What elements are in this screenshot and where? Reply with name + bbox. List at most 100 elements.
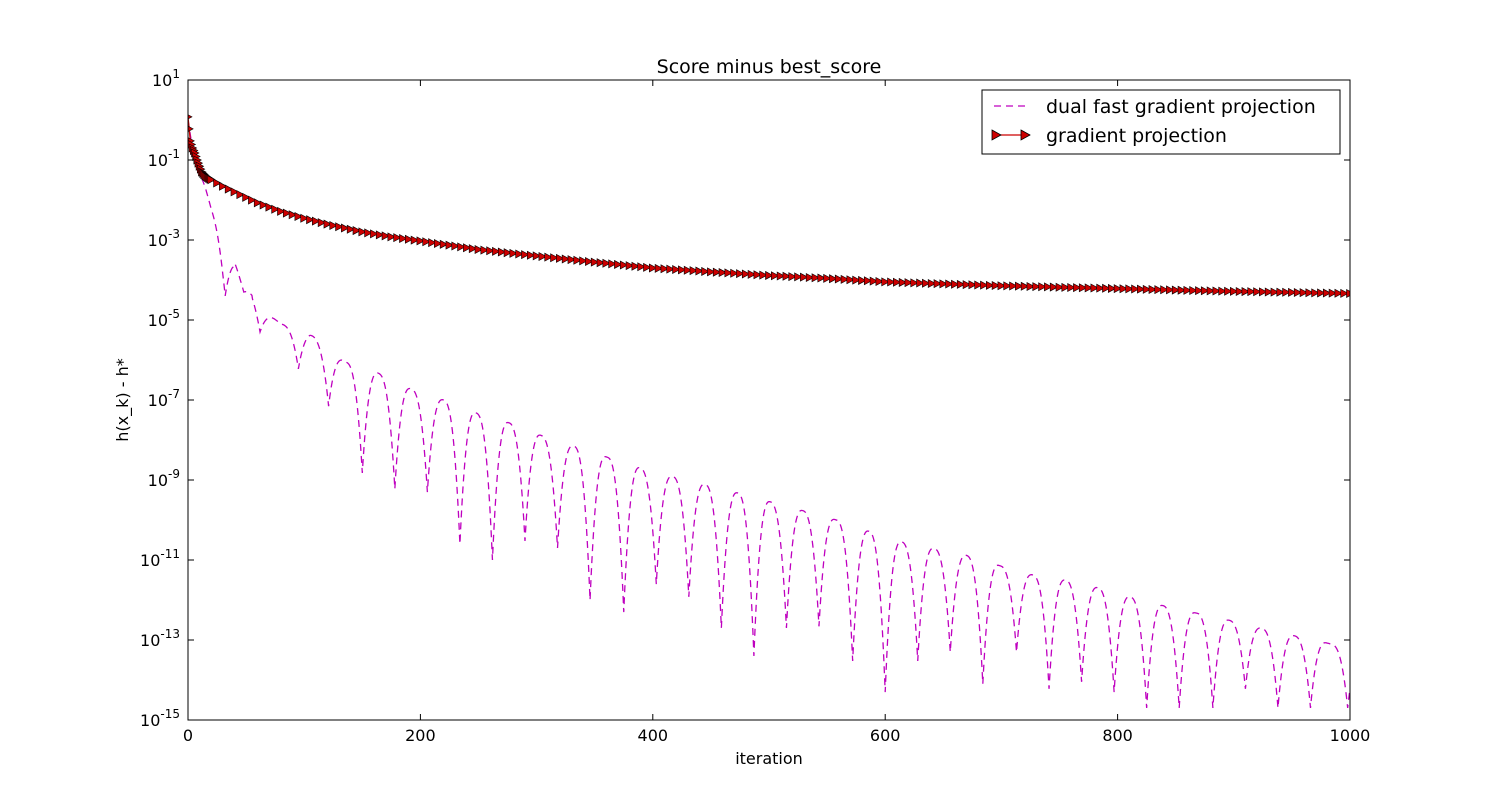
gradient-projection-marker xyxy=(869,276,879,286)
gradient-projection-marker xyxy=(1061,282,1070,292)
gradient-projection-marker xyxy=(1125,284,1134,294)
gradient-projection-marker xyxy=(927,278,937,288)
gradient-projection-marker xyxy=(492,246,501,256)
gradient-projection-marker xyxy=(1212,286,1222,296)
gradient-projection-marker xyxy=(416,236,426,246)
gradient-projection-marker xyxy=(538,252,548,262)
gradient-projection-marker xyxy=(317,218,327,228)
gradient-projection-marker xyxy=(904,278,914,288)
gradient-projection-marker xyxy=(811,273,821,283)
x-tick-label: 0 xyxy=(183,726,193,745)
gradient-projection-marker xyxy=(933,279,943,289)
gradient-projection-marker xyxy=(1206,286,1216,296)
x-tick-label: 1000 xyxy=(1330,726,1371,745)
y-tick-label: 10-5 xyxy=(148,307,180,330)
gradient-projection-marker xyxy=(887,277,896,287)
gradient-projection-marker xyxy=(852,275,861,285)
gradient-projection-marker xyxy=(567,255,577,265)
gradient-projection-marker xyxy=(951,279,960,289)
x-axis-label: iteration xyxy=(735,749,803,768)
gradient-projection-marker xyxy=(1322,288,1332,298)
gradient-projection-marker xyxy=(730,268,739,278)
gradient-projection-marker xyxy=(968,280,977,290)
gradient-projection-marker xyxy=(1148,284,1158,294)
gradient-projection-marker xyxy=(579,256,588,266)
gradient-projection-marker xyxy=(1137,284,1146,294)
gradient-projection-marker xyxy=(840,274,850,284)
gradient-projection-marker xyxy=(1305,288,1314,298)
gradient-projection-marker xyxy=(288,210,298,220)
gradient-projection-marker xyxy=(776,271,786,281)
gradient-projection-marker xyxy=(741,269,751,279)
gradient-projection-marker xyxy=(213,178,222,188)
gradient-projection-marker xyxy=(1119,284,1129,294)
gradient-projection-marker xyxy=(1020,281,1030,291)
gradient-projection-marker xyxy=(1078,283,1088,293)
gradient-projection-marker xyxy=(1247,287,1256,297)
gradient-projection-marker xyxy=(666,264,675,274)
gradient-projection-marker xyxy=(1200,286,1210,296)
gradient-projection-marker xyxy=(823,273,832,283)
gradient-projection-marker xyxy=(474,244,484,254)
gradient-projection-marker xyxy=(422,237,431,247)
gradient-projection-marker xyxy=(1038,282,1047,292)
gradient-projection-marker xyxy=(1107,283,1117,293)
gradient-projection-marker xyxy=(759,270,768,280)
gradient-projection-marker xyxy=(1264,287,1274,297)
gradient-projection-marker xyxy=(410,235,420,245)
gradient-projection-marker xyxy=(404,234,414,244)
gradient-projection-marker xyxy=(521,250,530,260)
y-tick-label: 10-11 xyxy=(140,547,180,570)
gradient-projection-marker xyxy=(980,280,989,290)
gradient-projection-marker xyxy=(602,258,611,268)
gradient-projection-marker xyxy=(346,224,356,234)
y-tick-label: 10-13 xyxy=(140,627,180,650)
gradient-projection-marker xyxy=(596,258,606,268)
gradient-projection-marker xyxy=(393,233,402,243)
gradient-projection-marker xyxy=(689,266,699,276)
gradient-projection-marker xyxy=(736,269,745,279)
gradient-projection-marker xyxy=(1317,288,1326,298)
gradient-projection-marker xyxy=(375,230,385,240)
gradient-projection-marker xyxy=(526,250,536,260)
gradient-projection-marker xyxy=(718,268,728,278)
gradient-projection-marker xyxy=(683,265,693,275)
gradient-projection-marker xyxy=(753,270,763,280)
gradient-projection-marker xyxy=(782,271,792,281)
gradient-projection-marker xyxy=(219,181,228,191)
gradient-projection-marker xyxy=(829,274,838,284)
gradient-projection-marker xyxy=(788,272,797,282)
gradient-projection-marker xyxy=(399,233,408,243)
gradient-projection-marker xyxy=(370,229,379,239)
gradient-projection-marker xyxy=(1154,285,1163,295)
gradient-projection-marker xyxy=(1049,282,1059,292)
gradient-projection-marker xyxy=(188,125,194,132)
gradient-projection-marker xyxy=(306,215,315,225)
gradient-projection-marker xyxy=(660,264,670,274)
x-tick-label: 800 xyxy=(1102,726,1133,745)
gradient-projection-marker xyxy=(916,278,925,288)
gradient-projection-marker xyxy=(962,280,972,290)
gradient-projection-marker xyxy=(451,241,460,251)
gradient-projection-marker xyxy=(858,275,867,285)
gradient-projection-marker xyxy=(747,269,757,279)
gradient-projection-marker xyxy=(1259,287,1268,297)
gradient-projection-marker xyxy=(335,222,344,232)
gradient-projection-marker xyxy=(1189,285,1198,295)
gradient-projection-marker xyxy=(724,268,733,278)
gradient-projection-marker xyxy=(1282,287,1291,297)
gradient-projection-marker xyxy=(457,242,466,252)
gradient-projection-marker xyxy=(271,204,280,214)
gradient-projection-marker xyxy=(463,243,472,253)
gradient-projection-marker xyxy=(678,265,687,275)
gradient-projection-marker xyxy=(503,248,513,258)
gradient-projection-marker xyxy=(242,192,251,202)
gradient-projection-marker xyxy=(794,272,803,282)
gradient-projection-marker xyxy=(428,238,437,248)
gradient-projection-marker xyxy=(585,256,594,266)
gradient-projection-marker xyxy=(1102,283,1111,293)
gradient-projection-marker xyxy=(1288,287,1297,297)
gradient-projection-marker xyxy=(439,239,449,249)
gradient-projection-marker xyxy=(1276,287,1285,297)
y-tick-label: 10-1 xyxy=(148,147,180,170)
